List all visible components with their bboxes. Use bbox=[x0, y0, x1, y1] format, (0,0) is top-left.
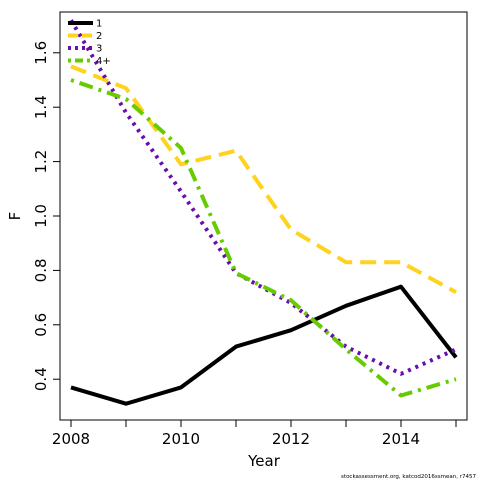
y-tick-label: 0.8 bbox=[32, 258, 50, 282]
legend-label-4: 4+ bbox=[96, 56, 111, 67]
y-tick-label: 0.4 bbox=[32, 367, 50, 391]
y-tick-label: 0.6 bbox=[32, 313, 50, 337]
legend: 12 34+ bbox=[68, 19, 111, 67]
y-axis-title: F bbox=[6, 212, 24, 221]
axes: 2008 2010 2012 2014 0.4 0.6 0.8 1.0 1.2 1.4 1.6 bbox=[32, 41, 457, 448]
credit-text: stockassessment.org, katcod2016ssmean, r… bbox=[341, 474, 476, 480]
y-tick-label: 1.6 bbox=[32, 41, 50, 65]
x-tick-label: 2008 bbox=[52, 430, 90, 448]
y-tick-label: 1.0 bbox=[32, 204, 50, 228]
legend-label-1: 1 bbox=[96, 19, 102, 30]
series-line-4 bbox=[70, 78, 457, 398]
x-tick-label: 2010 bbox=[162, 430, 200, 448]
series-line-3 bbox=[69, 19, 457, 376]
legend-label-2: 2 bbox=[96, 31, 102, 42]
series-line-1 bbox=[70, 284, 458, 406]
legend-label-3: 3 bbox=[96, 44, 102, 55]
y-tick-label: 1.4 bbox=[32, 95, 50, 119]
x-tick-label: 2012 bbox=[272, 430, 310, 448]
x-axis-title: Year bbox=[247, 452, 281, 470]
series-line-2 bbox=[70, 64, 457, 294]
y-tick-label: 1.2 bbox=[32, 150, 50, 174]
x-tick-label: 2014 bbox=[382, 430, 420, 448]
series-layer bbox=[69, 19, 458, 406]
plot-frame bbox=[59, 11, 468, 421]
